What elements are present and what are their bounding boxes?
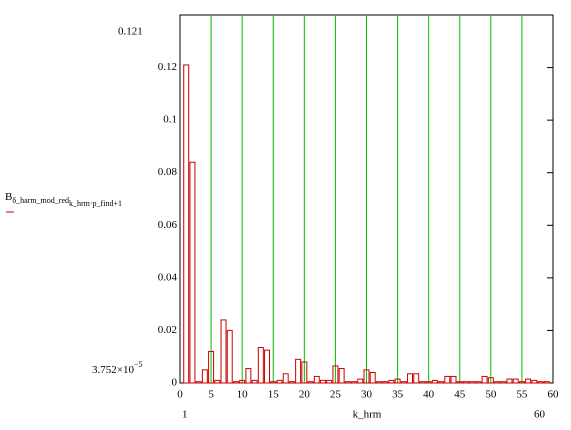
x-tick-label: 0: [177, 389, 183, 401]
y-tick-label: 0.12: [158, 61, 177, 73]
bar: [288, 381, 295, 384]
y-label-subsub: k_hrm·p_find+1: [69, 199, 122, 208]
x-tick-label: 5: [208, 389, 214, 401]
bar: [351, 381, 358, 384]
bar: [239, 379, 246, 384]
bar: [506, 378, 513, 384]
bar: [394, 378, 401, 384]
bar: [226, 329, 233, 384]
bar: [183, 64, 190, 384]
bar: [363, 369, 370, 384]
y-axis-label: Bδ_harm_mod_redk_hrm·p_find+1: [5, 191, 122, 208]
x-axis-label: k_hrm: [353, 409, 382, 421]
y-upper-limit: 0.121: [118, 26, 143, 38]
bar: [500, 381, 507, 384]
y-label-sub: δ_harm_mod_red: [12, 196, 69, 205]
bar: [444, 375, 451, 384]
bar: [537, 381, 544, 384]
bar: [251, 379, 258, 384]
y-tick-label: 0.08: [158, 166, 178, 178]
x-tick-label: 30: [361, 389, 373, 401]
x-tick-label: 10: [237, 389, 249, 401]
bar: [487, 377, 494, 384]
bar: [189, 161, 196, 384]
bar: [301, 361, 308, 384]
x-tick-label: 60: [548, 389, 560, 401]
bar: [201, 369, 208, 384]
bar: [388, 379, 395, 384]
x-tick-label: 35: [392, 389, 404, 401]
y-lower-limit: 3.752×10−5: [92, 360, 142, 376]
bar: [357, 378, 364, 384]
bar: [518, 381, 525, 384]
bar: [469, 381, 476, 384]
bar: [543, 381, 550, 384]
bar: [431, 379, 438, 384]
bar: [369, 371, 376, 384]
y-tick-label: 0.02: [158, 324, 177, 336]
bar: [419, 381, 426, 384]
bar: [332, 365, 339, 384]
bar: [232, 381, 239, 384]
bar: [400, 381, 407, 384]
bar: [257, 347, 264, 384]
bar: [475, 381, 482, 384]
bar: [344, 381, 351, 384]
x-tick-label: 25: [330, 389, 342, 401]
bar: [264, 349, 271, 384]
bar: [413, 373, 420, 384]
bar: [270, 381, 277, 384]
bar: [456, 381, 463, 384]
x-tick-label: 20: [299, 389, 311, 401]
x-tick-label: 55: [516, 389, 528, 401]
y-label-base: B: [5, 191, 12, 203]
bar: [307, 381, 314, 384]
x-tick-label: 15: [268, 389, 280, 401]
bar: [450, 375, 457, 384]
bar: [208, 350, 215, 384]
bar: [438, 381, 445, 384]
bar: [462, 381, 469, 384]
x-lower-limit: 1: [182, 409, 188, 421]
x-tick-label: 40: [423, 389, 435, 401]
bar: [481, 375, 488, 384]
bar: [282, 373, 289, 384]
y-tick-label: 0.06: [158, 219, 178, 231]
x-tick-label: 45: [454, 389, 466, 401]
lower-exponent: −5: [134, 360, 143, 369]
bar: [214, 379, 221, 384]
bar: [319, 379, 326, 384]
bar: [375, 381, 382, 384]
bar: [195, 381, 202, 384]
lower-mantissa: 3.752×10: [92, 364, 134, 376]
bar: [525, 378, 532, 384]
bar: [382, 381, 389, 384]
x-upper-limit: 60: [534, 409, 546, 421]
bar: [425, 381, 432, 384]
bar: [220, 319, 227, 384]
bar: [276, 379, 283, 384]
bar: [494, 381, 501, 384]
bar: [295, 358, 302, 384]
y-tick-label: 0.1: [163, 114, 177, 126]
y-tick-label: 0: [172, 377, 178, 389]
bar: [313, 375, 320, 384]
bar: [245, 368, 252, 384]
bar: [407, 373, 414, 384]
bar: [512, 378, 519, 384]
y-tick-label: 0.04: [158, 271, 178, 283]
bar: [326, 379, 333, 384]
x-tick-label: 50: [485, 389, 497, 401]
bar: [531, 379, 538, 384]
bar: [338, 368, 345, 384]
